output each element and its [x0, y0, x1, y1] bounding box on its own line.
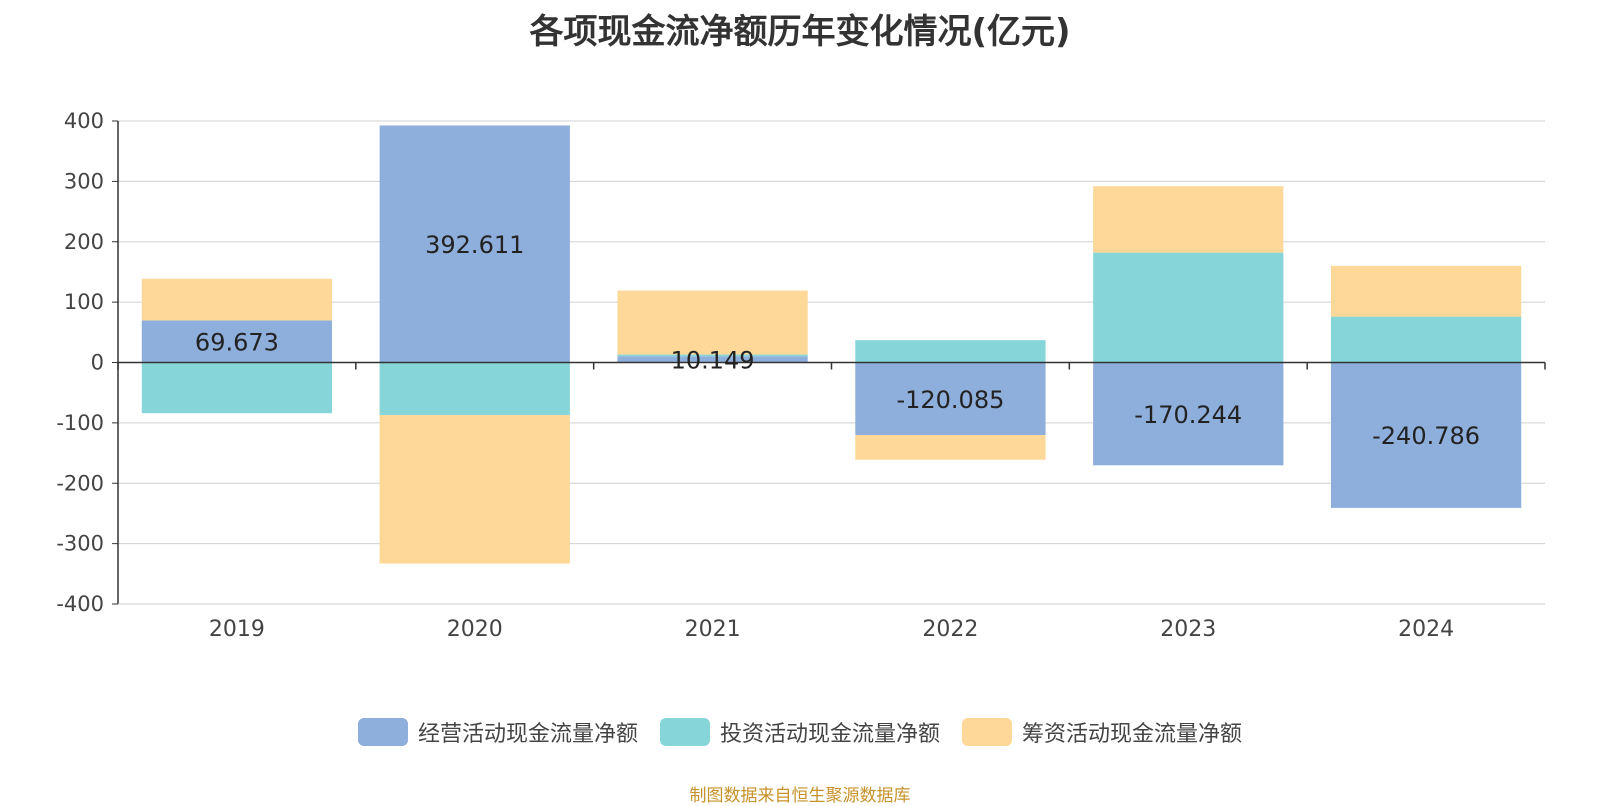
data-label-2023: -170.244	[1134, 401, 1242, 429]
bar-segment-2020-s2[interactable]	[379, 415, 570, 564]
legend-label-operating: 经营活动现金流量净额	[417, 722, 638, 747]
y-tick-label: -100	[56, 411, 104, 435]
bar-segment-2020-s1[interactable]	[379, 362, 570, 416]
data-label-2024: -240.786	[1372, 422, 1480, 450]
chart-title: 各项现金流净额历年变化情况(亿元)	[529, 12, 1071, 52]
bar-segment-2022-s2[interactable]	[855, 435, 1046, 460]
bar-segment-2021-s2[interactable]	[617, 290, 808, 355]
bar-segment-2023-s2[interactable]	[1093, 186, 1284, 253]
x-tick-label: 2020	[447, 617, 503, 642]
bars	[141, 125, 1522, 564]
bar-segment-2019-s0[interactable]	[141, 320, 333, 363]
bar-segment-2022-s1[interactable]	[855, 340, 1046, 363]
x-tick-label: 2021	[685, 617, 741, 642]
bar-segment-2019-s2[interactable]	[141, 278, 333, 321]
legend-item-operating[interactable]: 经营活动现金流量净额	[357, 716, 638, 748]
y-tick-label: 0	[91, 351, 104, 375]
bar-chart: 400 300 200 100 0 -100 -200 -300 -400 2019 2020 202…	[56, 109, 1546, 642]
legend-label-investing: 投资活动现金流量净额	[719, 722, 940, 747]
bar-segment-2023-s1[interactable]	[1093, 252, 1284, 363]
legend-swatch-operating	[357, 718, 408, 746]
bar-segment-2024-s2[interactable]	[1330, 265, 1522, 317]
bar-segment-2023-s0[interactable]	[1093, 362, 1284, 466]
data-label-2021: 10.149	[671, 346, 755, 374]
legend: 经营活动现金流量净额 投资活动现金流量净额 筹资活动现金流量净额	[0, 716, 1600, 748]
data-labels: 69.673 392.611 10.149 -120.085 -170.244 -240.…	[195, 231, 1480, 450]
source-note: 制图数据来自恒生聚源数据库	[689, 786, 911, 806]
y-tick-label: 100	[64, 290, 104, 314]
y-tick-label: 300	[64, 169, 104, 193]
bar-segment-2024-s1[interactable]	[1330, 316, 1522, 363]
bar-segment-2021-s0[interactable]	[617, 356, 808, 363]
bar-segment-2021-s1[interactable]	[617, 354, 808, 357]
bar-segment-2020-s0[interactable]	[379, 125, 570, 363]
legend-swatch-investing	[659, 718, 710, 746]
y-tick-label: 200	[64, 230, 104, 254]
legend-swatch-financing	[962, 718, 1012, 746]
x-tick-label: 2019	[209, 617, 265, 642]
bar-segment-2022-s0[interactable]	[855, 362, 1046, 436]
x-tick-label: 2023	[1160, 617, 1216, 642]
legend-item-financing[interactable]: 筹资活动现金流量净额	[962, 716, 1242, 748]
data-label-2020: 392.611	[425, 231, 524, 259]
legend-label-financing: 筹资活动现金流量净额	[1022, 722, 1243, 747]
y-tick-label: 400	[64, 109, 104, 133]
legend-item-investing[interactable]: 投资活动现金流量净额	[659, 716, 940, 748]
data-label-2022: -120.085	[896, 386, 1004, 414]
axes: 400 300 200 100 0 -100 -200 -300 -400 2019 2020 202…	[56, 109, 1546, 642]
bar-segment-2019-s1[interactable]	[141, 362, 333, 414]
x-tick-label: 2024	[1398, 617, 1454, 642]
bar-segment-2024-s0[interactable]	[1330, 362, 1522, 508]
y-tick-label: -400	[56, 592, 104, 616]
data-label-2019: 69.673	[195, 328, 279, 356]
x-tick-label: 2022	[922, 617, 978, 642]
y-tick-label: -300	[56, 532, 104, 556]
y-tick-label: -200	[56, 471, 104, 495]
